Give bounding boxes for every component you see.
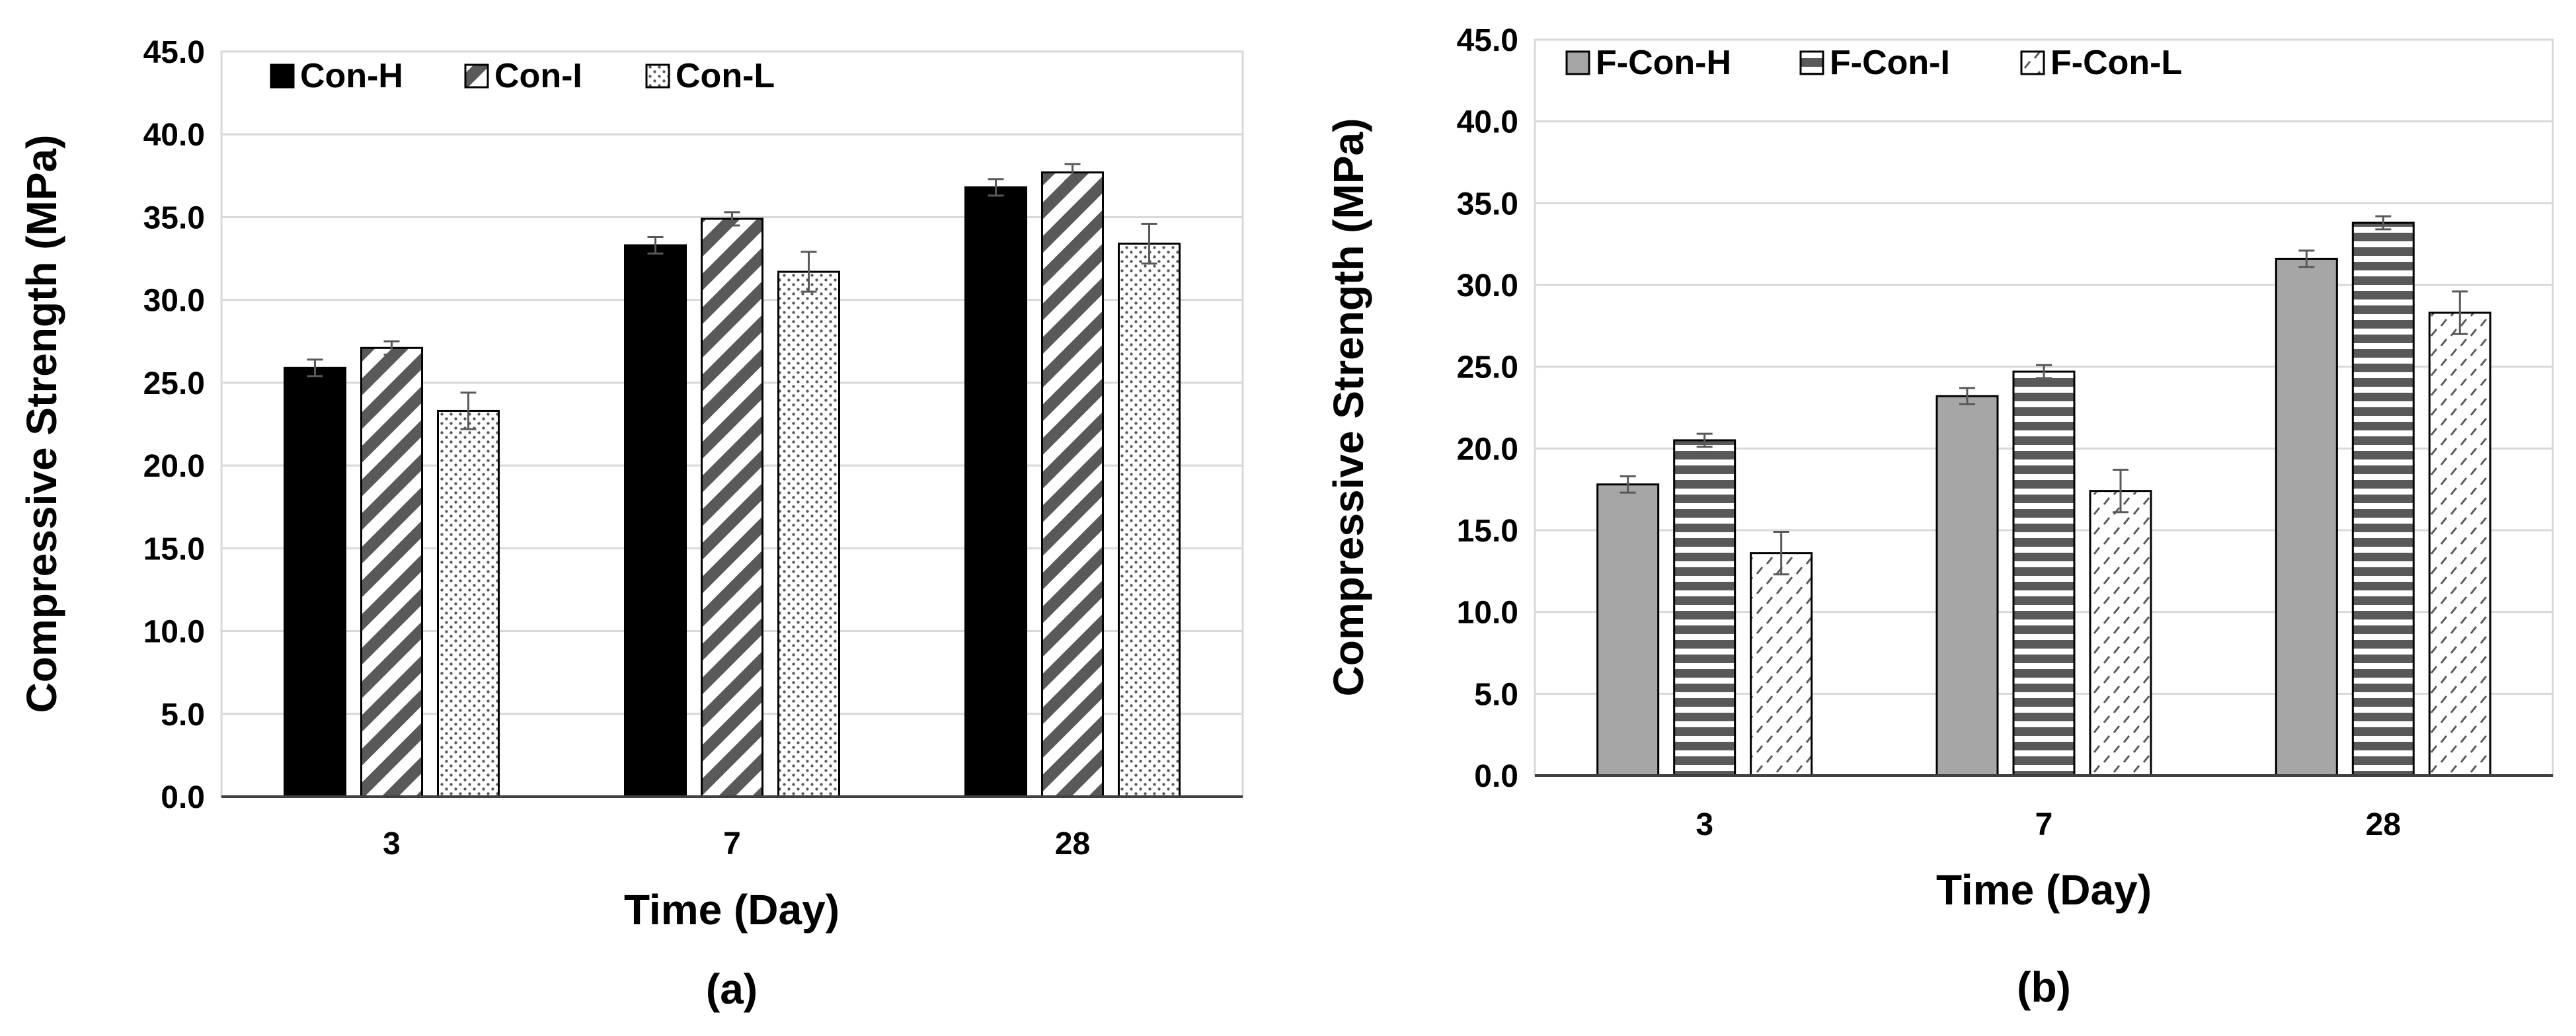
bar-f-con-h-7 <box>1935 395 1999 777</box>
y-tick-label: 40.0 <box>1457 105 1518 140</box>
legend-item-f-con-i: F-Con-I <box>1799 44 1950 82</box>
chart-panel-a: 0.0 5.0 10.0 15.0 20.0 25.0 30.0 35.0 40.0 45.0 3… <box>18 35 1244 1013</box>
x-axis-title: Time (Day) <box>1936 866 2152 914</box>
panel-label: (a) <box>706 965 758 1013</box>
legend: F-Con-H F-Con-I F-Con-L <box>1565 44 2182 82</box>
y-tick-label: 20.0 <box>1457 432 1518 467</box>
bar-con-l-7 <box>777 270 840 798</box>
y-tick-label: 20.0 <box>143 449 205 484</box>
bar-f-con-l-3 <box>1750 552 1813 777</box>
error-bar-con-h-7 <box>647 235 664 255</box>
error-bar-con-l-7 <box>800 251 817 293</box>
x-tick-label: 7 <box>2035 807 2053 842</box>
legend-label: Con-L <box>676 57 775 95</box>
bar-con-l-28 <box>1118 243 1181 798</box>
x-tick-labels: 3 7 28 <box>1696 807 2401 842</box>
y-tick-label: 35.0 <box>1457 186 1518 221</box>
x-tick-label: 28 <box>1055 826 1090 861</box>
error-bar-f-con-i-28 <box>2375 215 2392 231</box>
legend-label: F-Con-H <box>1596 44 1731 82</box>
y-tick-label: 0.0 <box>1474 759 1518 794</box>
error-bar-f-con-h-7 <box>1959 387 1975 406</box>
bar-f-con-i-7 <box>2012 370 2076 777</box>
y-tick-label: 5.0 <box>161 697 205 733</box>
legend-item-f-con-h: F-Con-H <box>1565 44 1731 82</box>
error-bar-f-con-i-7 <box>2036 364 2052 379</box>
y-tick-label: 25.0 <box>1457 350 1518 385</box>
legend-label: F-Con-L <box>2050 44 2182 82</box>
bar-con-h-3 <box>284 366 346 798</box>
error-bar-con-h-3 <box>307 358 323 378</box>
y-tick-labels: 0.0 5.0 10.0 15.0 20.0 25.0 30.0 35.0 40.0 45.0 <box>143 35 205 815</box>
error-bar-con-i-28 <box>1064 163 1081 182</box>
bars-group <box>284 163 1181 798</box>
y-tick-label: 10.0 <box>143 615 205 650</box>
x-tick-label: 7 <box>723 826 741 861</box>
x-tick-label: 3 <box>383 826 401 861</box>
legend-label: Con-H <box>300 57 403 95</box>
bar-con-h-7 <box>624 244 687 798</box>
bar-f-con-l-7 <box>2089 490 2152 777</box>
error-bar-con-h-28 <box>988 178 1004 197</box>
y-tick-label: 40.0 <box>143 118 205 153</box>
bar-f-con-i-28 <box>2351 221 2415 777</box>
y-axis-title: Compressive Strength (MPa) <box>1325 118 1372 697</box>
y-tick-label: 35.0 <box>143 200 205 235</box>
legend-swatch <box>645 63 670 89</box>
bars-group <box>1596 215 2491 777</box>
bar-con-i-28 <box>1041 171 1104 798</box>
error-bar-con-i-3 <box>383 340 400 356</box>
y-tick-label: 30.0 <box>1457 268 1518 303</box>
error-bar-f-con-l-3 <box>1773 530 1789 576</box>
error-bar-con-i-7 <box>724 211 740 227</box>
error-bar-f-con-l-7 <box>2113 468 2128 514</box>
x-tick-label: 28 <box>2366 807 2401 842</box>
y-tick-label: 15.0 <box>1457 514 1518 549</box>
legend-swatch <box>2020 50 2045 75</box>
legend-item-con-i: Con-I <box>464 57 582 95</box>
legend-swatch <box>464 63 489 89</box>
y-tick-label: 45.0 <box>143 35 205 70</box>
y-tick-label: 45.0 <box>1457 23 1518 58</box>
legend-item-con-h: Con-H <box>270 57 403 95</box>
legend-swatch <box>270 63 295 89</box>
bar-f-con-l-28 <box>2428 311 2491 777</box>
bar-con-i-7 <box>701 218 763 798</box>
legend-swatch <box>1565 50 1590 75</box>
y-axis-title: Compressive Strength (MPa) <box>18 135 65 713</box>
bar-con-h-28 <box>964 186 1027 798</box>
error-bar-f-con-h-3 <box>1620 475 1636 494</box>
y-tick-label: 15.0 <box>143 532 205 567</box>
y-tick-label: 25.0 <box>143 366 205 401</box>
legend: Con-H Con-I Con-L <box>270 57 775 95</box>
y-tick-label: 30.0 <box>143 284 205 319</box>
bar-f-con-i-3 <box>1673 439 1737 777</box>
bar-con-i-3 <box>360 346 423 798</box>
bar-f-con-h-28 <box>2275 257 2338 777</box>
legend-item-con-l: Con-L <box>645 57 775 95</box>
bar-con-l-3 <box>437 409 500 798</box>
error-bar-f-con-i-3 <box>1696 432 1713 448</box>
x-axis-title: Time (Day) <box>624 886 839 934</box>
y-tick-label: 10.0 <box>1457 596 1518 631</box>
legend-item-f-con-l: F-Con-L <box>2020 44 2182 82</box>
error-bar-con-l-3 <box>460 391 477 430</box>
legend-swatch <box>1799 50 1824 75</box>
x-tick-label: 3 <box>1696 807 1713 842</box>
y-tick-label: 5.0 <box>1474 677 1518 712</box>
error-bar-con-l-28 <box>1141 222 1157 265</box>
legend-label: F-Con-I <box>1830 44 1950 82</box>
legend-label: Con-I <box>494 57 582 95</box>
y-tick-label: 0.0 <box>161 780 205 815</box>
error-bar-f-con-h-28 <box>2298 249 2315 268</box>
y-tick-labels: 0.0 5.0 10.0 15.0 20.0 25.0 30.0 35.0 40.0 45.0 <box>1457 23 1518 794</box>
error-bar-f-con-l-28 <box>2452 290 2468 335</box>
panel-label: (b) <box>2017 963 2071 1011</box>
bar-f-con-h-3 <box>1596 483 1660 777</box>
chart-panel-b: 0.0 5.0 10.0 15.0 20.0 25.0 30.0 35.0 40.0 45.0 3… <box>1325 23 2554 1011</box>
x-tick-labels: 3 7 28 <box>383 826 1090 861</box>
